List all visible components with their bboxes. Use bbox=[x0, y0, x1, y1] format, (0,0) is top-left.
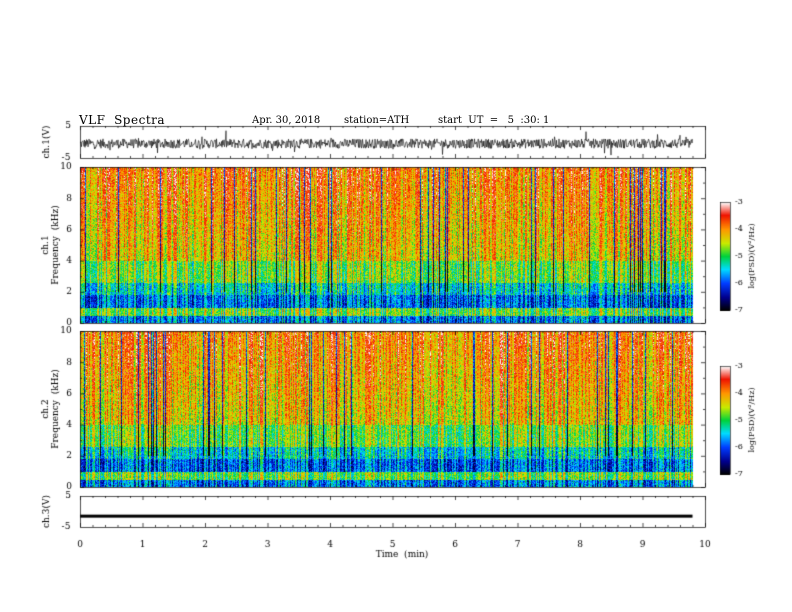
date-label: Apr. 30, 2018 bbox=[252, 115, 321, 126]
station-label: station=ATH bbox=[344, 115, 410, 126]
chart-title: VLF Spectra bbox=[79, 113, 166, 127]
start-time-label: start UT = 5 :30: 1 bbox=[438, 115, 550, 126]
